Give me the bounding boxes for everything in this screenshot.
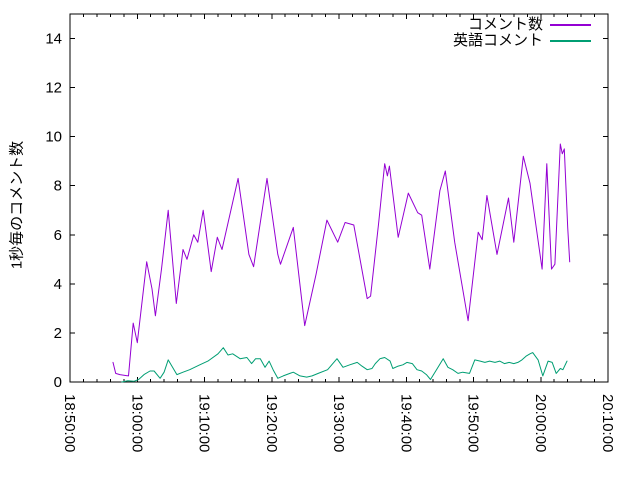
legend: コメント数 英語コメント [453, 17, 591, 49]
x-tick-label: 20:10:00 [599, 394, 616, 452]
x-tick-label: 19:20:00 [263, 394, 280, 452]
x-tick-label: 19:50:00 [465, 394, 482, 452]
x-tick-label: 20:00:00 [532, 394, 549, 452]
y-tick-label: 14 [45, 31, 62, 48]
y-tick-label: 10 [45, 129, 62, 146]
legend-line-sample-comment-count [550, 24, 591, 26]
plot-border [69, 13, 609, 383]
y-axis-title: 1秒毎のコメント数 [8, 140, 26, 270]
y-tick-label: 12 [45, 80, 62, 97]
y-tick-label: 4 [54, 276, 62, 293]
legend-label-english-comments: 英語コメント [452, 32, 543, 49]
y-tick-label: 2 [54, 325, 62, 342]
legend-line-sample-english-comments [550, 40, 591, 42]
y-tick-label: 6 [54, 227, 62, 244]
y-tick-label: 8 [54, 178, 62, 195]
x-tick-label: 19:30:00 [330, 394, 347, 452]
comment-count-series-line [112, 143, 571, 377]
x-tick-label: 19:10:00 [196, 394, 213, 452]
y-tick-label: 0 [54, 374, 62, 391]
english-comments-series-line [121, 347, 568, 383]
x-tick-label: 19:40:00 [397, 394, 414, 452]
legend-entry-english-comments: 英語コメント [453, 33, 591, 49]
legend-entry-comment-count: コメント数 [453, 17, 591, 33]
x-tick-label: 18:50:00 [61, 394, 78, 452]
x-tick-label: 19:00:00 [128, 394, 145, 452]
legend-label-comment-count: コメント数 [467, 16, 543, 33]
